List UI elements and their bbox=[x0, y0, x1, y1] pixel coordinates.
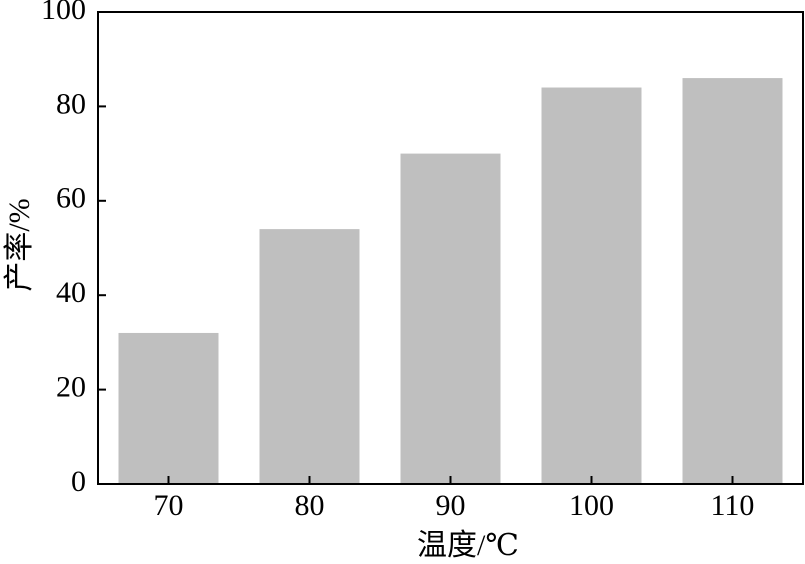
y-tick-label: 40 bbox=[56, 276, 86, 309]
x-tick-label: 70 bbox=[154, 489, 184, 522]
y-tick-label: 60 bbox=[56, 182, 86, 215]
y-axis-title: 产率/% bbox=[3, 198, 36, 291]
x-tick-label: 110 bbox=[711, 489, 755, 522]
bar bbox=[259, 229, 360, 484]
bar bbox=[541, 87, 642, 485]
y-tick-label: 100 bbox=[41, 0, 86, 26]
x-tick-label: 80 bbox=[295, 489, 325, 522]
y-tick-label: 80 bbox=[56, 87, 86, 120]
x-tick-label: 100 bbox=[569, 489, 614, 522]
bar bbox=[118, 332, 219, 484]
x-tick-label: 90 bbox=[436, 489, 466, 522]
y-tick-label: 20 bbox=[56, 370, 86, 403]
y-tick-label: 0 bbox=[71, 465, 86, 498]
bar bbox=[400, 153, 501, 484]
x-axis-title: 温度/℃ bbox=[417, 529, 519, 562]
bar bbox=[682, 78, 783, 484]
plot-frame bbox=[97, 11, 804, 485]
